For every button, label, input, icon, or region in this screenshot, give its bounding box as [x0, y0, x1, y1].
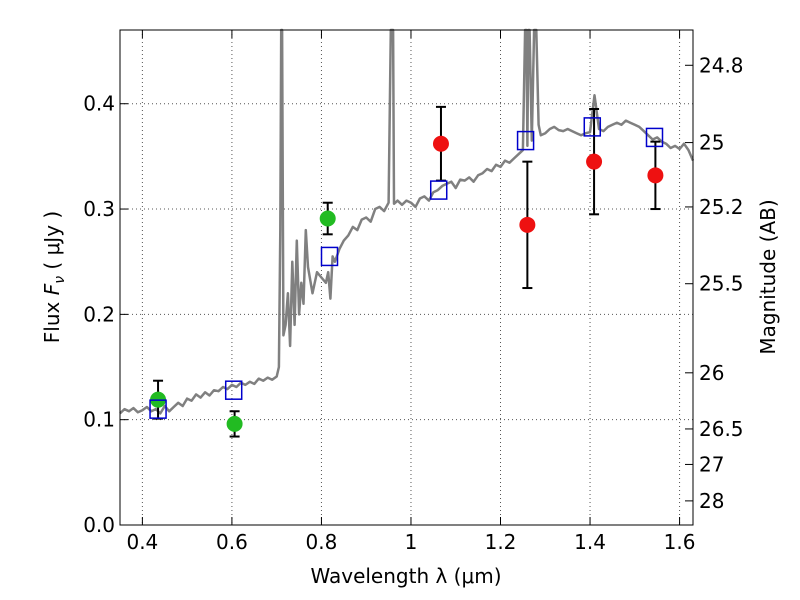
- plot-frame: [119, 29, 694, 526]
- y-axis-label-prefix: Flux: [40, 295, 64, 343]
- model-square: [645, 127, 664, 148]
- photometry-point: [226, 415, 243, 432]
- model-squares-group: [149, 117, 664, 419]
- photometry-point: [519, 216, 536, 233]
- x-tick-label: 1.4: [574, 530, 606, 554]
- x-tick-label: 1: [405, 530, 418, 554]
- y-axis-ticks: 0.0 0.1 0.2 0.3 0.4: [83, 92, 128, 537]
- y-tick-label: 0.2: [83, 302, 115, 326]
- x-tick-label: 0.6: [216, 530, 248, 554]
- y2-axis-ticks: 24.8 25 25.2 25.5 26 26.5 27 28: [685, 53, 744, 513]
- model-square: [320, 246, 339, 267]
- photometry-point: [586, 153, 603, 170]
- sed-line-group: [119, 28, 695, 415]
- y-tick-label: 0.4: [83, 92, 115, 116]
- y2-tick-label: 28: [699, 489, 724, 513]
- grid: [120, 30, 693, 525]
- y2-tick-label: 26: [699, 361, 724, 385]
- x-axis-ticks: 0.4 0.6 0.8 1 1.2 1.4 1.6: [126, 30, 695, 554]
- y2-axis-label: Magnitude (AB): [756, 199, 780, 354]
- y2-tick-label: 27: [699, 452, 724, 476]
- y-axis-label-suffix: ( μJy ): [40, 211, 64, 276]
- y-axis-label: Flux Fν ( μJy ): [40, 211, 68, 343]
- y-tick-label: 0.1: [83, 408, 115, 432]
- x-tick-label: 1.6: [664, 530, 696, 554]
- plot-background: [120, 30, 693, 525]
- model-square: [149, 399, 167, 419]
- x-tick-label: 1.2: [485, 530, 517, 554]
- y2-tick-label: 26.5: [699, 417, 744, 441]
- y-tick-label: 0.3: [83, 197, 115, 221]
- y2-tick-label: 24.8: [699, 53, 744, 77]
- x-tick-label: 0.4: [126, 530, 158, 554]
- model-square: [224, 380, 243, 400]
- y2-tick-label: 25.5: [699, 272, 744, 296]
- sed-line: [119, 28, 695, 415]
- y-axis-label-symbol: F: [40, 283, 64, 295]
- model-square: [516, 130, 535, 151]
- x-axis-label: Wavelength λ (μm): [310, 564, 501, 588]
- x-tick-label: 0.8: [306, 530, 338, 554]
- photometry-point: [319, 210, 336, 227]
- photometry-point: [647, 167, 664, 184]
- y-axis-label-subscript: ν: [52, 276, 68, 284]
- y-tick-label: 0.0: [83, 513, 115, 537]
- y2-tick-label: 25.2: [699, 195, 744, 219]
- photometry-point: [432, 135, 449, 152]
- y2-tick-label: 25: [699, 131, 724, 155]
- model-square: [583, 117, 602, 137]
- model-square: [429, 180, 448, 200]
